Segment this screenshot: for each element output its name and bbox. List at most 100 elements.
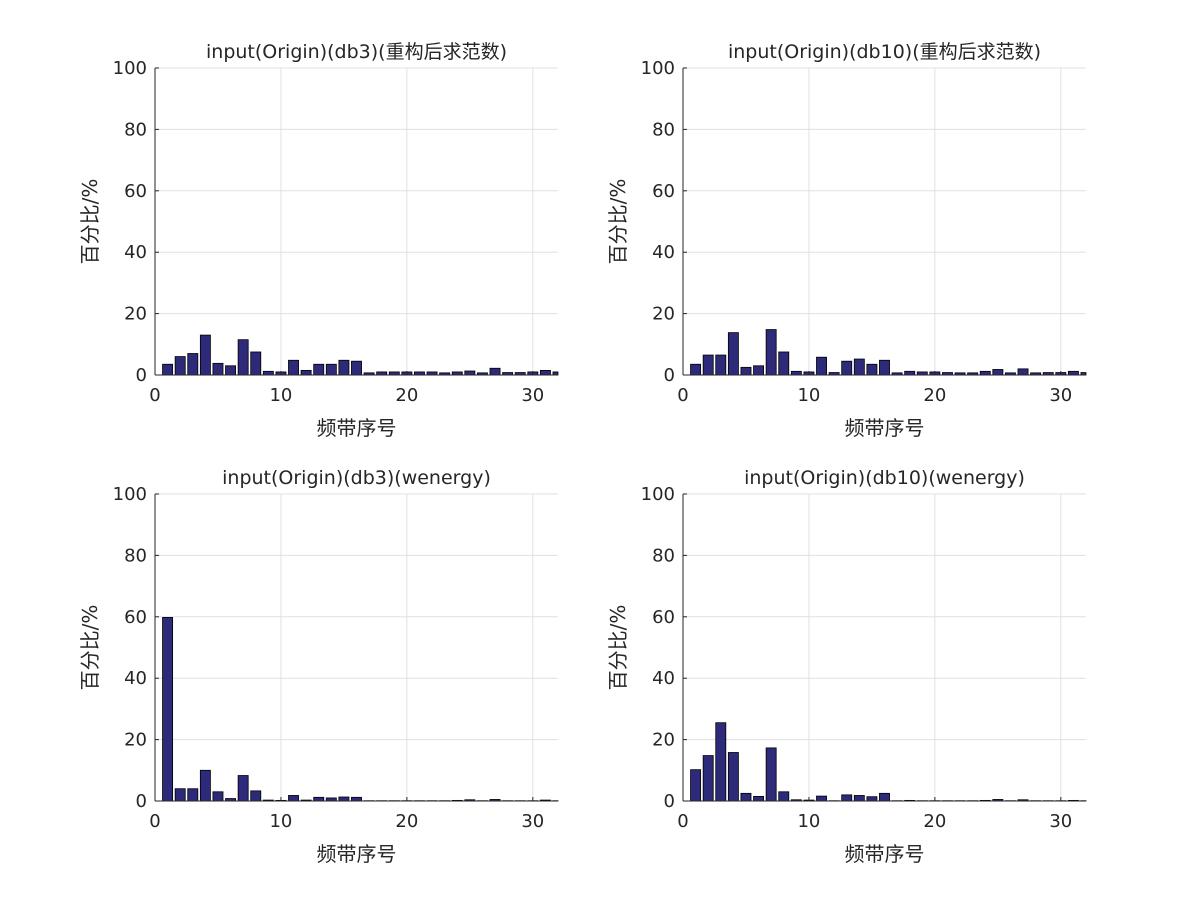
y-tick-label: 40 xyxy=(124,668,147,689)
plot-area xyxy=(683,494,1086,801)
x-tick-label: 20 xyxy=(395,385,418,406)
bar-5 xyxy=(212,362,224,376)
y-axis-label: 百分比/% xyxy=(606,179,630,265)
bar-1 xyxy=(162,363,174,376)
bar-27 xyxy=(1017,368,1029,376)
y-tick-label: 100 xyxy=(641,484,675,505)
chart-title: input(Origin)(db3)(重构后求范数) xyxy=(206,41,507,63)
subplot-4: 0 20 40 60 80 100 0 10 20 30 input(Origin)(db10)(w… xyxy=(606,467,1087,866)
bar-3 xyxy=(715,722,727,802)
subplot-1: 0 20 40 60 80 100 0 10 20 30 input(Origin)(db3)(重构… xyxy=(78,41,559,440)
x-axis-label: 频带序号 xyxy=(317,842,397,866)
bar-5 xyxy=(212,791,224,802)
bar-5 xyxy=(740,366,752,376)
bar-7 xyxy=(765,329,777,376)
bar-31 xyxy=(1067,370,1079,376)
x-tick-label: 30 xyxy=(521,811,544,832)
bar-3 xyxy=(187,788,199,802)
bar-11 xyxy=(288,795,299,802)
bar-3 xyxy=(187,353,199,376)
x-axis-label: 频带序号 xyxy=(845,842,925,866)
y-tick-label: 80 xyxy=(652,545,675,566)
bar-14 xyxy=(325,363,337,376)
bar-8 xyxy=(250,351,262,376)
bar-1 xyxy=(690,363,702,376)
y-tick-label: 100 xyxy=(113,58,147,79)
bar-13 xyxy=(841,360,853,376)
x-tick-label: 30 xyxy=(1049,811,1072,832)
bar-9 xyxy=(262,370,274,376)
bar-2 xyxy=(702,354,714,376)
y-tick-label: 80 xyxy=(652,119,675,140)
bar-4 xyxy=(727,752,739,802)
bar-6 xyxy=(225,365,236,376)
bar-2 xyxy=(174,356,186,376)
x-axis-label: 频带序号 xyxy=(845,416,925,440)
plot-area xyxy=(155,68,558,375)
bar-16 xyxy=(879,359,890,376)
chart-title: input(Origin)(db3)(wenergy) xyxy=(222,467,491,489)
chart-title: input(Origin)(db10)(重构后求范数) xyxy=(728,41,1041,63)
bar-14 xyxy=(853,358,865,376)
bar-2 xyxy=(702,755,714,802)
bar-8 xyxy=(778,351,790,376)
x-tick-label: 10 xyxy=(797,385,820,406)
bar-4 xyxy=(199,334,211,376)
x-tick-label: 0 xyxy=(677,385,688,406)
bar-16 xyxy=(351,796,362,802)
bar-13 xyxy=(313,796,325,802)
y-tick-label: 0 xyxy=(664,365,675,386)
bar-12 xyxy=(300,369,312,376)
bar-7 xyxy=(765,747,777,802)
y-tick-label: 0 xyxy=(136,365,147,386)
bar-8 xyxy=(250,790,262,802)
bar-15 xyxy=(338,359,350,376)
x-tick-label: 20 xyxy=(923,811,946,832)
bar-11 xyxy=(816,356,827,376)
y-tick-label: 0 xyxy=(136,791,147,812)
bar-25 xyxy=(992,369,1004,376)
bar-2 xyxy=(174,788,186,802)
bar-11 xyxy=(288,359,299,376)
x-tick-label: 10 xyxy=(269,811,292,832)
y-tick-label: 60 xyxy=(652,181,675,202)
bar-27 xyxy=(489,367,501,376)
bar-11 xyxy=(816,795,827,802)
x-tick-label: 30 xyxy=(521,385,544,406)
y-axis-label: 百分比/% xyxy=(78,179,102,265)
bar-13 xyxy=(841,794,853,802)
bar-1 xyxy=(690,769,702,802)
x-tick-label: 20 xyxy=(395,811,418,832)
y-tick-label: 100 xyxy=(641,58,675,79)
bar-25 xyxy=(464,370,476,376)
y-axis-label: 百分比/% xyxy=(78,605,102,691)
plot-area xyxy=(683,68,1086,375)
bar-5 xyxy=(740,792,752,802)
y-tick-label: 80 xyxy=(124,545,147,566)
bar-15 xyxy=(338,796,350,802)
x-tick-label: 10 xyxy=(269,385,292,406)
y-tick-label: 60 xyxy=(124,181,147,202)
bar-1 xyxy=(162,617,174,802)
plot-area xyxy=(155,494,558,801)
bar-24 xyxy=(979,370,991,376)
x-tick-label: 20 xyxy=(923,385,946,406)
bar-18 xyxy=(904,370,916,376)
x-tick-label: 10 xyxy=(797,811,820,832)
y-tick-label: 0 xyxy=(664,791,675,812)
y-tick-label: 20 xyxy=(124,730,147,751)
y-tick-label: 80 xyxy=(124,119,147,140)
y-tick-label: 40 xyxy=(652,668,675,689)
y-tick-label: 100 xyxy=(113,484,147,505)
bar-3 xyxy=(715,354,727,376)
bar-13 xyxy=(313,363,325,376)
y-tick-label: 40 xyxy=(652,242,675,263)
bar-7 xyxy=(237,339,249,376)
bar-16 xyxy=(879,792,890,802)
y-tick-label: 60 xyxy=(652,607,675,628)
bar-15 xyxy=(866,796,878,802)
y-tick-label: 60 xyxy=(124,607,147,628)
bar-4 xyxy=(727,332,739,376)
bar-4 xyxy=(199,769,211,802)
